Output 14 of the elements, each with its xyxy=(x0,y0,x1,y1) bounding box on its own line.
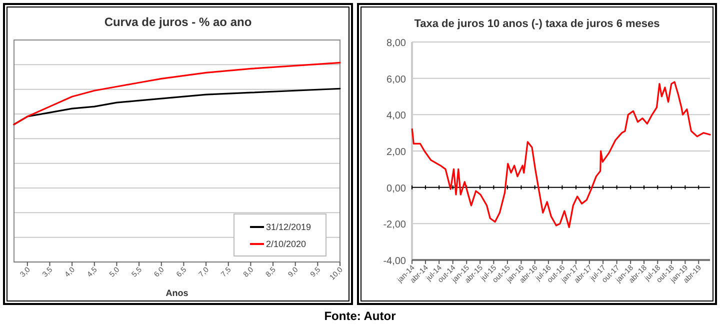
chart-title: Curva de juros - % ao ano xyxy=(104,15,252,29)
y-tick-label: 6,00 xyxy=(386,74,406,86)
source-note: Fonte: Autor xyxy=(324,309,396,323)
chart-title: Taxa de juros 10 anos (-) taxa de juros 6 meses xyxy=(414,18,660,30)
x-axis-title: Anos xyxy=(166,288,188,298)
legend-label: 31/12/2019 xyxy=(266,222,312,232)
line-series xyxy=(411,81,711,228)
legend-label: 2/10/2020 xyxy=(266,239,306,249)
y-tick-label: 8,00 xyxy=(386,38,406,49)
y-tick-label: 2,00 xyxy=(386,147,406,158)
y-tick-label: -2,00 xyxy=(383,220,406,231)
y-tick-label: 4,00 xyxy=(386,110,406,122)
y-tick-label: -4,00 xyxy=(383,256,406,267)
y-tick-label: 0,00 xyxy=(386,183,406,194)
